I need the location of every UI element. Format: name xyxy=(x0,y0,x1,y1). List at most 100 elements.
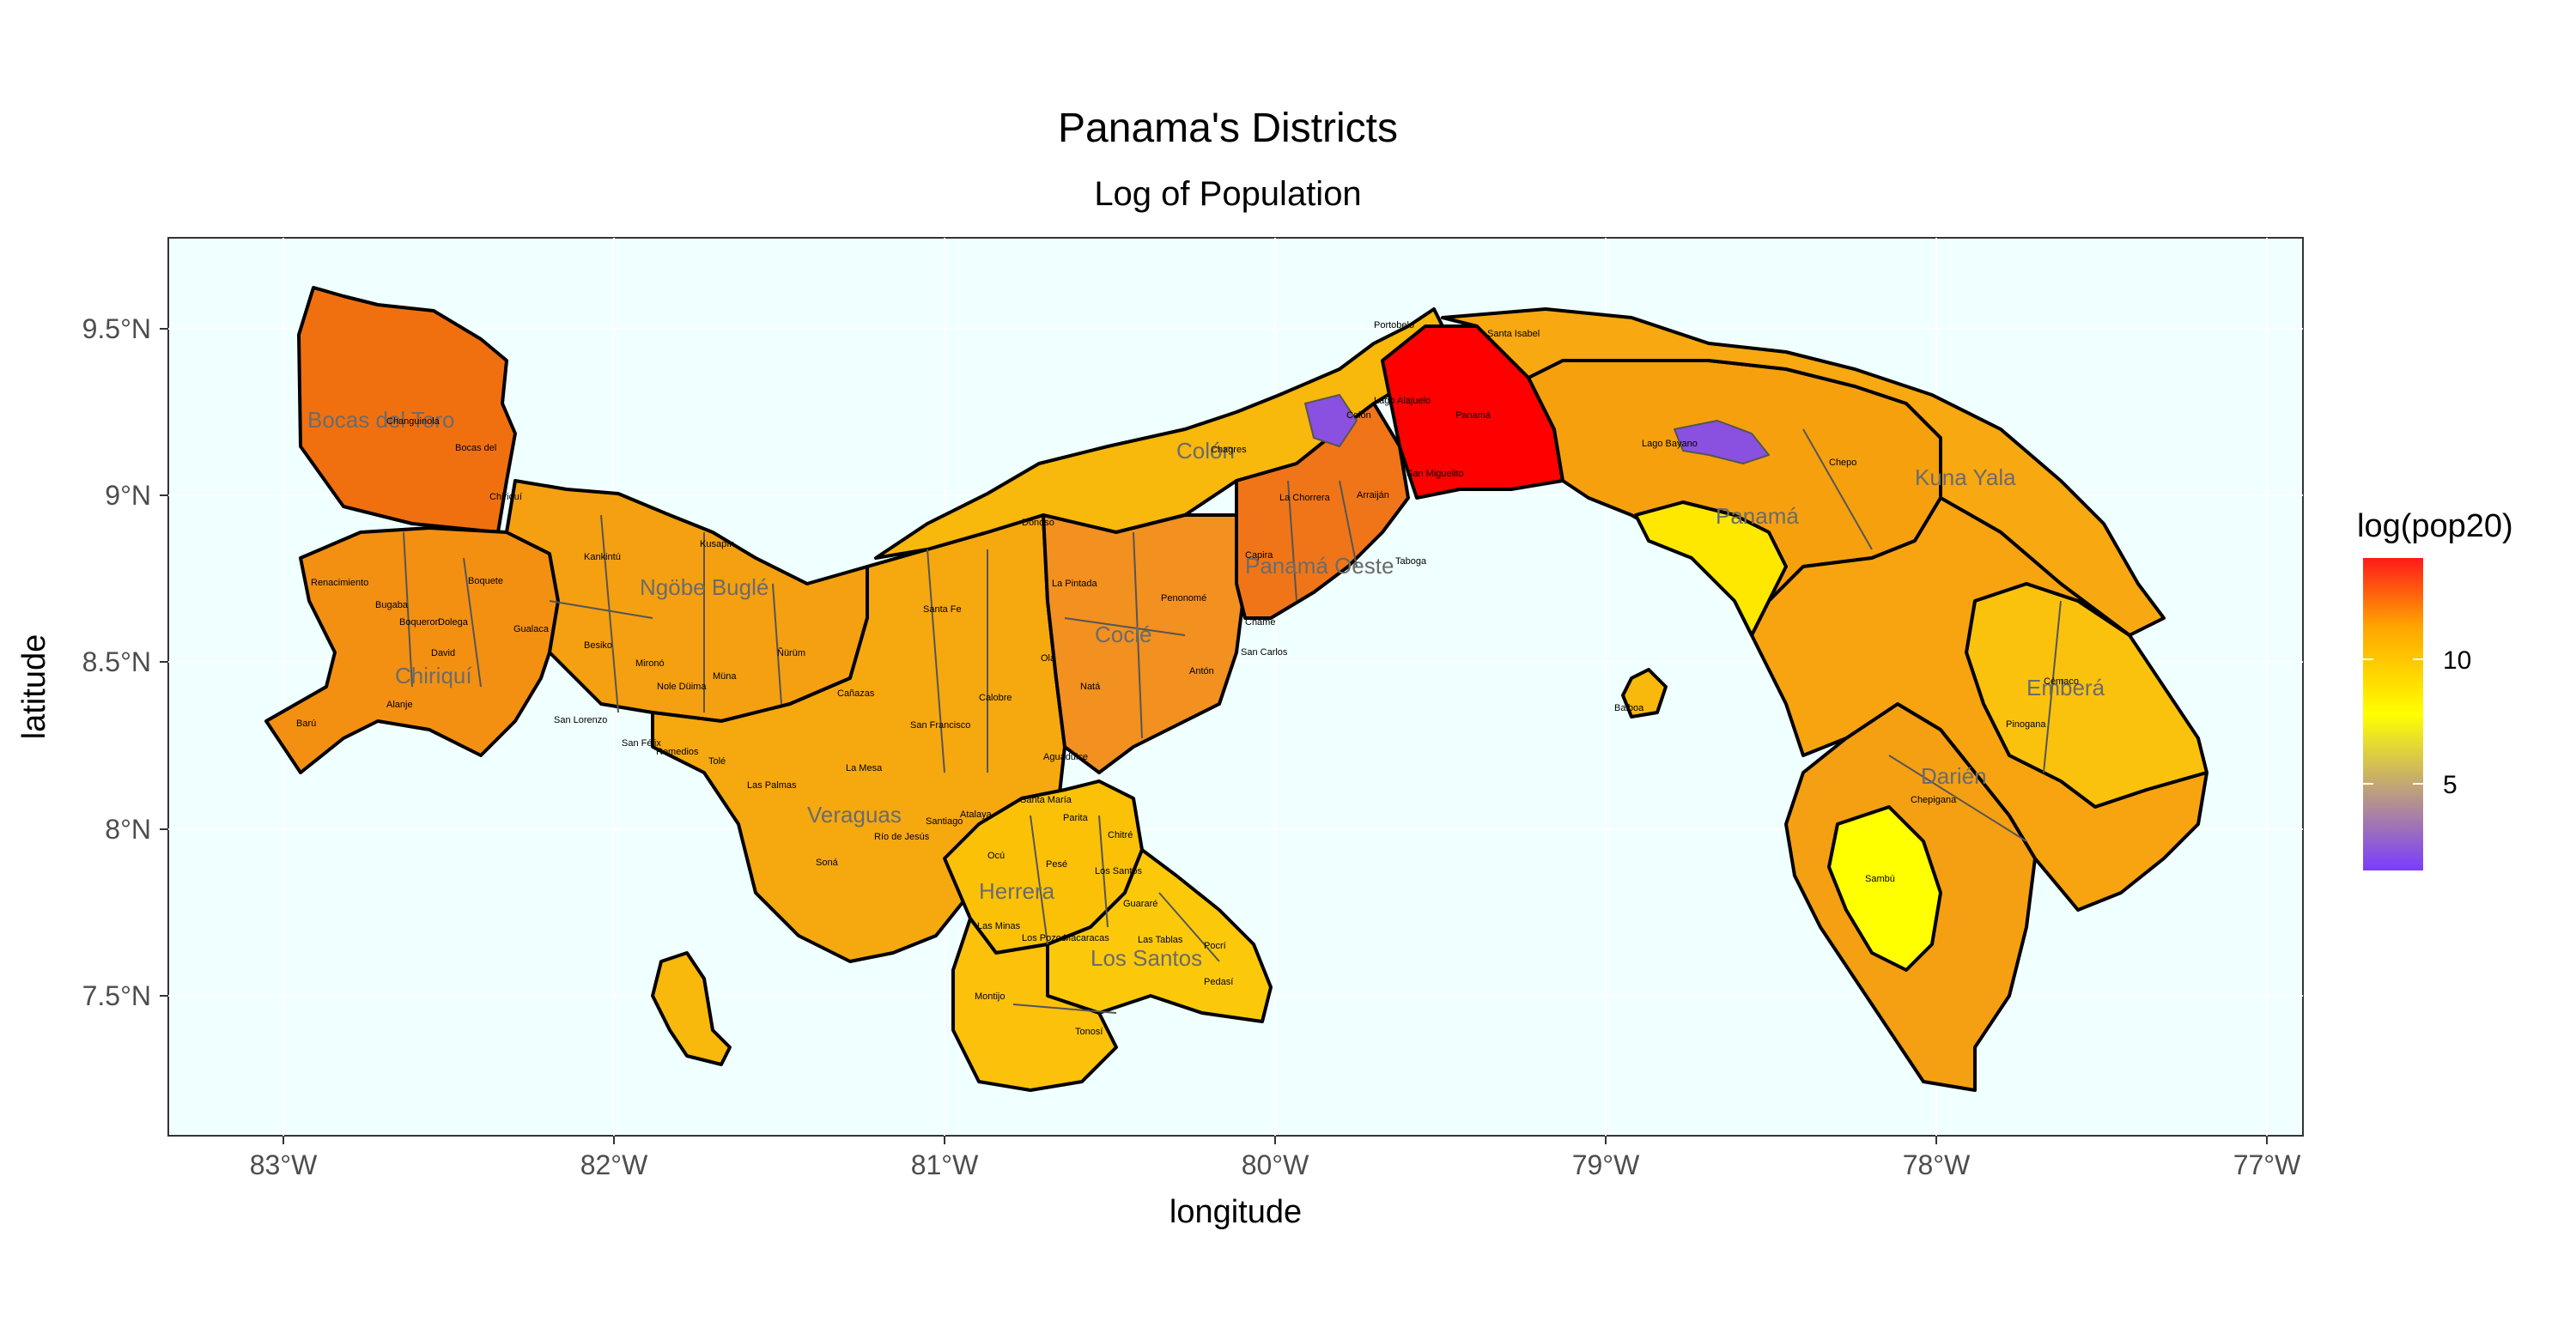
district-label: Las Minas xyxy=(977,921,1021,931)
y-tick-label: 7.5°N xyxy=(82,980,151,1011)
district-label: Soná xyxy=(816,858,839,868)
district-label: Guararé xyxy=(1123,899,1157,909)
district-chiman[interactable] xyxy=(1634,500,1788,637)
district-label: Mironó xyxy=(635,658,665,669)
district-label: La Pintada xyxy=(1052,579,1097,589)
district-label: San Miguelito xyxy=(1406,469,1464,479)
district-label: Chepigana xyxy=(1911,795,1957,805)
province-label-bocas: Bocas del Toro xyxy=(307,407,455,433)
district-label: Sambú xyxy=(1865,874,1895,884)
province-label-los-santos: Los Santos xyxy=(1091,945,1202,971)
province-azuero-south[interactable] xyxy=(951,917,1118,1092)
chart-title: Panama's Districts xyxy=(1058,106,1398,151)
district-label: Kankintú xyxy=(584,552,621,562)
district-label: Parita xyxy=(1063,813,1089,823)
y-axis-title: latitude xyxy=(16,634,52,740)
district-label: Calobre xyxy=(979,693,1012,703)
legend-colorbar xyxy=(2363,558,2423,870)
district-label: Pocrí xyxy=(1204,941,1226,951)
province-label-veraguas: Veraguas xyxy=(807,802,902,828)
district-label: Gualaca xyxy=(513,624,550,634)
district-borders xyxy=(403,428,2062,1014)
x-axis-title: longitude xyxy=(1170,1194,1302,1230)
district-label: Müna xyxy=(713,671,737,682)
map-shapes xyxy=(264,286,2208,1092)
district-labels: Changuinola Bocas del Chiriquí Kankintú … xyxy=(296,320,2079,1037)
district-label: Portobelo xyxy=(1374,320,1414,330)
province-label-darien: Darién xyxy=(1921,763,1987,789)
district-label: Boqueron xyxy=(399,617,440,628)
x-tick-label: 83°W xyxy=(250,1149,318,1180)
district-label: Santa Isabel xyxy=(1487,329,1540,339)
province-cocle[interactable] xyxy=(1042,513,1247,774)
province-label-colon: Colón xyxy=(1176,438,1235,464)
province-label-panama: Panamá xyxy=(1716,503,1799,529)
district-label: San Félix xyxy=(622,738,661,749)
district-label: Chame xyxy=(1245,617,1275,628)
district-label: Pesé xyxy=(1046,859,1067,870)
district-label: Pinogana xyxy=(2006,719,2046,730)
province-label-chiriqui: Chiriquí xyxy=(395,663,472,688)
lake-bayano xyxy=(1674,420,1770,464)
district-label: Las Palmas xyxy=(747,780,797,791)
y-tick-label: 8.5°N xyxy=(82,646,151,677)
district-label: Balboa xyxy=(1614,703,1644,713)
y-tick-label: 9.5°N xyxy=(82,313,151,344)
district-label: Nole Düima xyxy=(657,682,707,692)
district-label: Colón xyxy=(1346,410,1371,421)
district-label: Río de Jesús xyxy=(874,832,930,842)
province-label-ngobe: Ngöbe Buglé xyxy=(640,574,769,600)
legend-title: log(pop20) xyxy=(2357,508,2513,544)
district-label: La Chorrera xyxy=(1279,493,1331,503)
x-tick-label: 79°W xyxy=(1572,1149,1640,1180)
y-tick-label: 9°N xyxy=(105,480,151,511)
district-label: Bocas del xyxy=(455,443,496,453)
legend: log(pop20) 10 5 xyxy=(2357,508,2513,870)
district-label: Tonosí xyxy=(1075,1027,1103,1037)
district-label: Boquete xyxy=(468,576,503,586)
district-label: Santa Fe xyxy=(923,604,962,615)
district-label: Pedasí xyxy=(1204,977,1233,987)
district-label: Antón xyxy=(1189,666,1214,676)
province-los-santos[interactable] xyxy=(1046,848,1273,1023)
district-label: Besiko xyxy=(584,640,612,651)
district-label: Remedios xyxy=(656,747,699,757)
district-label: Panamá xyxy=(1455,410,1492,421)
y-tick-labels: 9.5°N 9°N 8.5°N 8°N 7.5°N xyxy=(82,313,151,1011)
district-label: Chagres xyxy=(1211,445,1247,455)
province-label-kuna-yala: Kuna Yala xyxy=(1915,464,2016,490)
y-tick-label: 8°N xyxy=(105,814,151,845)
district-label: Ñürüm xyxy=(777,647,805,658)
legend-tick-label: 10 xyxy=(2443,646,2471,675)
province-label-cocle: Coclé xyxy=(1095,622,1151,647)
district-label: Lago Bayano xyxy=(1642,439,1698,449)
x-tick-label: 77°W xyxy=(2233,1149,2301,1180)
district-label: Capira xyxy=(1245,550,1273,561)
province-darien-east[interactable] xyxy=(1750,496,2208,912)
district-label: Santa María xyxy=(1020,795,1072,805)
district-label: San Francisco xyxy=(910,720,970,731)
province-label-embera: Emberá xyxy=(2026,675,2105,700)
province-bocas-del-toro[interactable] xyxy=(297,286,517,534)
district-label: Los Santos xyxy=(1095,866,1143,876)
district-label: Macaracas xyxy=(1063,933,1109,943)
x-tick-label: 82°W xyxy=(580,1149,648,1180)
x-tick-label: 78°W xyxy=(1903,1149,1971,1180)
district-label: Penonomé xyxy=(1161,593,1206,603)
island-coiba[interactable] xyxy=(651,951,732,1066)
district-label: Dolega xyxy=(438,617,469,628)
province-labels: Bocas del Toro Colón Ngöbe Buglé Chiriqu… xyxy=(307,407,2105,971)
district-label: Barú xyxy=(296,719,316,729)
district-sambu[interactable] xyxy=(1827,805,1942,972)
x-tick-labels: 83°W 82°W 81°W 80°W 79°W 78°W 77°W xyxy=(250,1149,2301,1180)
district-label: San Carlos xyxy=(1241,647,1288,658)
district-label: Las Tablas xyxy=(1138,935,1183,945)
chart-subtitle: Log of Population xyxy=(1094,175,1362,213)
legend-tick-label: 5 xyxy=(2443,771,2458,799)
district-label: Kusapín xyxy=(700,539,734,549)
axis-ticks xyxy=(160,328,2268,1144)
island-balboa[interactable] xyxy=(1621,668,1668,719)
district-label: Santiago xyxy=(926,816,963,827)
district-label: Donoso xyxy=(1022,518,1054,528)
